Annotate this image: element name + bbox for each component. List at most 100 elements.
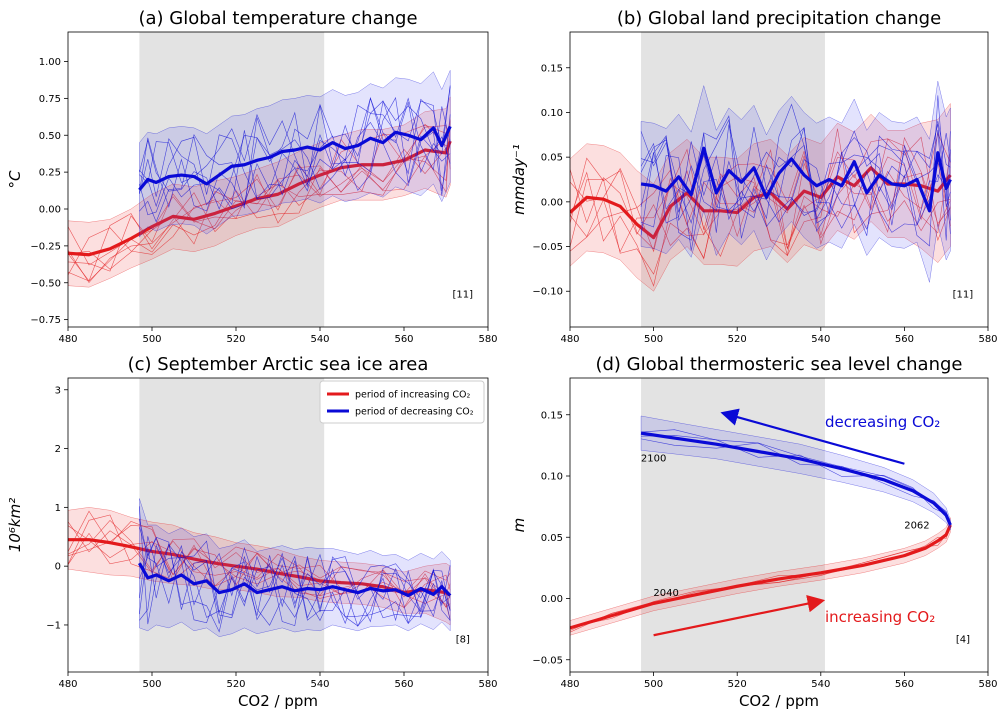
- y-tick-label: 1: [55, 503, 61, 514]
- ensemble-member-line: [139, 518, 451, 624]
- ensemble-member-line: [641, 435, 951, 528]
- ensemble-member-line: [139, 96, 451, 216]
- ensemble-member-line: [139, 544, 451, 626]
- ensemble-member-line: [139, 543, 451, 633]
- ensemble-member-line: [139, 537, 451, 627]
- y-tick-label: 0.75: [39, 94, 61, 105]
- y-tick-label: 3: [55, 385, 61, 396]
- axes-frame: [67, 31, 489, 328]
- x-tick-label: 540: [811, 334, 830, 345]
- x-tick-label: 520: [226, 334, 245, 345]
- y-tick-label: −0.25: [30, 241, 61, 252]
- ensemble-member-line: [139, 97, 451, 210]
- plot-area: [570, 415, 952, 636]
- reference-note: [4]: [956, 635, 970, 646]
- chart-title: (b) Global land precipitation change: [617, 8, 941, 29]
- y-tick-label: −0.10: [532, 287, 563, 298]
- y-tick-label: 0.50: [39, 131, 61, 142]
- reference-note: [11]: [953, 290, 974, 301]
- ensemble-member-line: [570, 128, 951, 259]
- y-axis-label: °C: [6, 170, 24, 189]
- increasing-arrow: [653, 594, 826, 637]
- y-tick-label: 2: [55, 444, 61, 455]
- x-tick-label: 480: [58, 334, 77, 345]
- y-tick-label: 0.25: [39, 168, 61, 179]
- x-tick-label: 540: [310, 679, 329, 690]
- uncertainty-band-increasing: [570, 517, 951, 636]
- ensemble-member-line: [68, 141, 451, 270]
- chart-title: (a) Global temperature change: [138, 8, 417, 29]
- series-mean-line-increasing: [68, 140, 452, 257]
- x-tick-label: 520: [728, 334, 747, 345]
- ensemble-member-line: [68, 510, 451, 608]
- reference-note: [11]: [453, 290, 474, 301]
- chart-title: (d) Global thermosteric sea level change: [595, 354, 962, 375]
- y-tick-label: 0.15: [541, 410, 563, 421]
- x-tick-label: 520: [728, 679, 747, 690]
- ensemble-member-line: [139, 100, 451, 191]
- series-mean-line-decreasing: [640, 431, 952, 526]
- y-tick-label: 0.10: [541, 108, 563, 119]
- x-tick-label: 560: [895, 679, 914, 690]
- y-tick-label: 0.05: [541, 533, 563, 544]
- ensemble-member-line: [139, 114, 451, 223]
- y-tick-label: −1: [46, 620, 61, 631]
- axes-frame: [569, 377, 989, 673]
- y-tick-label: 0.10: [541, 472, 563, 483]
- x-tick-label: 560: [394, 679, 413, 690]
- ensemble-member-line: [139, 506, 451, 628]
- decreasing-label: decreasing CO₂: [825, 413, 940, 431]
- plot-area: [68, 70, 452, 288]
- ensemble-member-line: [139, 527, 451, 625]
- increasing-label: increasing CO₂: [825, 608, 935, 626]
- x-tick-label: 500: [142, 334, 161, 345]
- x-tick-label: 560: [895, 334, 914, 345]
- x-axis-label: CO2 / ppm: [238, 692, 318, 710]
- ensemble-member-line: [68, 125, 451, 276]
- y-tick-label: 0.15: [541, 63, 563, 74]
- y-tick-label: 0.05: [541, 153, 563, 164]
- y-tick-label: 0.00: [541, 197, 563, 208]
- legend-label: period of increasing CO₂: [355, 390, 470, 401]
- ensemble-member-line: [68, 129, 451, 272]
- plot-area: [68, 498, 452, 637]
- legend-label: period of decreasing CO₂: [355, 407, 474, 418]
- x-tick-label: 500: [644, 334, 663, 345]
- series-mean-line-decreasing: [138, 125, 452, 191]
- ensemble-member-line: [570, 132, 951, 260]
- y-tick-label: −0.05: [532, 242, 563, 253]
- y-axis-label: mmday⁻¹: [510, 144, 528, 215]
- shaded-period: [641, 378, 825, 672]
- ensemble-member-line: [139, 85, 451, 206]
- legend-box: [319, 380, 485, 424]
- ensemble-member-line: [570, 155, 951, 253]
- chart-panel-1: 480 500 520 540 560 580 −0.75 −0.50 −0.25 0.00 0.2…: [6, 8, 498, 345]
- ensemble-member-line: [139, 536, 451, 621]
- ensemble-member-line: [640, 95, 951, 251]
- axes-frame: [569, 31, 989, 328]
- y-tick-label: −0.05: [532, 655, 563, 666]
- decreasing-arrow: [720, 408, 905, 465]
- ensemble-member-line: [68, 120, 451, 282]
- plot-area: [570, 81, 952, 292]
- ensemble-member-line: [68, 123, 451, 284]
- x-tick-label: 580: [478, 334, 497, 345]
- x-tick-label: 500: [142, 679, 161, 690]
- x-tick-label: 540: [811, 679, 830, 690]
- x-tick-label: 500: [644, 679, 663, 690]
- uncertainty-band-decreasing: [640, 81, 951, 283]
- y-tick-label: −0.50: [30, 278, 61, 289]
- chart-panel-2: 480 500 520 540 560 580 −0.10 −0.05 0.00 0.05 0.10…: [510, 8, 998, 345]
- x-tick-label: 580: [978, 334, 997, 345]
- ensemble-member-line: [640, 127, 951, 225]
- y-tick-label: 0.00: [39, 205, 61, 216]
- y-tick-label: −0.75: [30, 315, 61, 326]
- x-tick-label: 540: [310, 334, 329, 345]
- year-label: 2062: [904, 521, 929, 532]
- ensemble-member-line: [641, 429, 951, 528]
- reference-note: [8]: [456, 635, 470, 646]
- y-axis-label: 10⁶km²: [6, 498, 24, 552]
- x-tick-label: 480: [560, 334, 579, 345]
- series-mean-line-decreasing: [640, 146, 952, 213]
